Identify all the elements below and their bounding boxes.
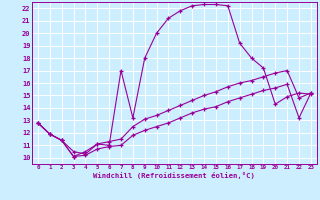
X-axis label: Windchill (Refroidissement éolien,°C): Windchill (Refroidissement éolien,°C) — [93, 172, 255, 179]
